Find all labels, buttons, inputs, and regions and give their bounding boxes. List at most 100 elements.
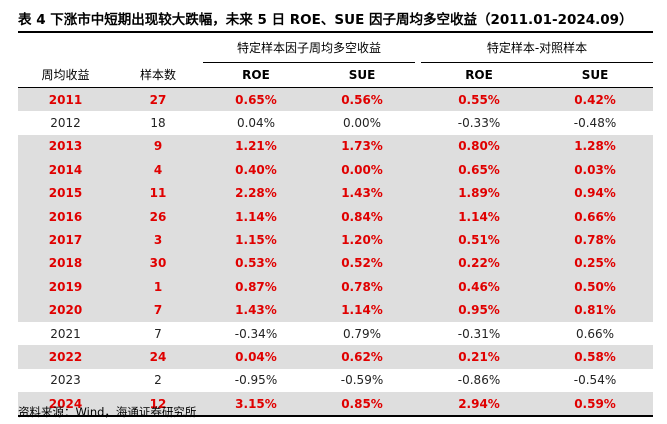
cell-count: 4 bbox=[153, 162, 163, 177]
cell-sue2: 0.66% bbox=[574, 209, 616, 224]
cell-roe1: 1.43% bbox=[235, 303, 277, 318]
cell-sue2: 0.59% bbox=[574, 396, 616, 411]
col-header-sue-specific: SUE bbox=[348, 68, 376, 82]
cell-sue1: 0.52% bbox=[341, 256, 383, 271]
source-note: 资料来源：Wind，海通证券研究所 bbox=[18, 405, 197, 419]
cell-count: 12 bbox=[149, 396, 167, 411]
cell-sue2: 0.66% bbox=[575, 326, 615, 341]
table-row: 2018 30 0.53% 0.52% 0.22% 0.25% bbox=[18, 251, 654, 276]
cell-sue1: 0.79% bbox=[342, 326, 382, 341]
cell-count: 24 bbox=[149, 349, 167, 364]
cell-year: 2014 bbox=[48, 162, 83, 177]
table-row: 2011 27 0.65% 0.56% 0.55% 0.42% bbox=[18, 87, 654, 112]
table-row: 2021 7 -0.34% 0.79% -0.31% 0.66% bbox=[18, 322, 653, 345]
group-header-specific: 特定样本因子周均多空收益 bbox=[203, 33, 416, 63]
cell-count: 30 bbox=[149, 256, 167, 271]
cell-roe1: 3.15% bbox=[235, 396, 277, 411]
cell-sue2: 0.42% bbox=[574, 92, 616, 107]
cell-sue1: 0.78% bbox=[341, 279, 383, 294]
cell-year: 2023 bbox=[50, 373, 81, 388]
cell-count: 11 bbox=[149, 186, 167, 201]
group-header-row: 特定样本因子周均多空收益 特定样本-对照样本 bbox=[18, 33, 654, 63]
cell-year: 2016 bbox=[48, 209, 83, 224]
cell-roe1: 0.04% bbox=[235, 349, 277, 364]
table-row: 2023 2 -0.95% -0.59% -0.86% -0.54% bbox=[18, 369, 653, 392]
cell-roe2: -0.31% bbox=[457, 326, 501, 341]
cell-roe2: 1.14% bbox=[458, 209, 500, 224]
cell-roe1: 0.04% bbox=[236, 116, 276, 131]
cell-sue1: 1.14% bbox=[341, 303, 383, 318]
top-rule bbox=[18, 31, 653, 33]
cell-roe2: 0.22% bbox=[458, 256, 500, 271]
cell-year: 2020 bbox=[48, 303, 83, 318]
cell-count: 18 bbox=[150, 116, 166, 131]
table-row: 2016 26 1.14% 0.84% 1.14% 0.66% bbox=[18, 204, 654, 229]
cell-sue2: 0.25% bbox=[574, 256, 616, 271]
cell-roe2: 0.65% bbox=[458, 162, 500, 177]
cell-count: 7 bbox=[153, 303, 163, 318]
col-header-year: 周均收益 bbox=[41, 68, 90, 83]
cell-sue1: 0.84% bbox=[341, 209, 383, 224]
cell-sue1: 0.56% bbox=[341, 92, 383, 107]
table-row: 2024 12 3.15% 0.85% 2.94% 0.59% bbox=[18, 392, 654, 417]
cell-sue1: 0.00% bbox=[341, 162, 383, 177]
cell-roe1: 2.28% bbox=[235, 186, 277, 201]
cell-count: 1 bbox=[153, 279, 163, 294]
table-row: 2014 4 0.40% 0.00% 0.65% 0.03% bbox=[18, 158, 654, 182]
cell-roe2: 1.89% bbox=[458, 186, 500, 201]
cell-sue2: 0.03% bbox=[574, 162, 616, 177]
cell-year: 2019 bbox=[48, 279, 83, 294]
cell-roe2: 0.51% bbox=[458, 233, 500, 248]
cell-sue1: 1.73% bbox=[341, 139, 383, 154]
cell-roe2: 0.80% bbox=[458, 139, 500, 154]
cell-roe2: 2.94% bbox=[458, 396, 500, 411]
table-row: 2019 1 0.87% 0.78% 0.46% 0.50% bbox=[18, 275, 654, 299]
cell-sue2: 0.78% bbox=[574, 233, 616, 248]
cell-roe2: -0.86% bbox=[457, 373, 501, 388]
table-row: 2012 18 0.04% 0.00% -0.33% -0.48% bbox=[18, 111, 653, 134]
cell-sue2: 0.50% bbox=[574, 279, 616, 294]
cell-year: 2021 bbox=[50, 326, 81, 341]
cell-sue1: -0.59% bbox=[340, 373, 384, 388]
cell-year: 2011 bbox=[48, 92, 83, 107]
cell-sue2: -0.54% bbox=[573, 373, 617, 388]
cell-sue1: 0.62% bbox=[341, 349, 383, 364]
table-row: 2020 7 1.43% 1.14% 0.95% 0.81% bbox=[18, 298, 654, 322]
table-title: 表 4 下涨市中短期出现较大跌幅，未来 5 日 ROE、SUE 因子周均多空收益… bbox=[18, 12, 633, 28]
cell-year: 2013 bbox=[48, 139, 83, 154]
cell-roe1: -0.34% bbox=[234, 326, 278, 341]
col-header-roe-specific: ROE bbox=[242, 68, 270, 82]
cell-sue1: 0.00% bbox=[342, 116, 382, 131]
cell-sue2: 1.28% bbox=[574, 139, 616, 154]
cell-roe1: 0.53% bbox=[235, 256, 277, 271]
table-row: 2015 11 2.28% 1.43% 1.89% 0.94% bbox=[18, 181, 654, 205]
cell-year: 2024 bbox=[48, 396, 83, 411]
col-header-roe-diff: ROE bbox=[465, 68, 493, 82]
cell-count: 7 bbox=[154, 326, 162, 341]
cell-count: 2 bbox=[154, 373, 162, 388]
cell-roe2: 0.55% bbox=[458, 92, 500, 107]
cell-roe2: 0.46% bbox=[458, 279, 500, 294]
cell-count: 9 bbox=[153, 139, 163, 154]
cell-roe1: 0.87% bbox=[235, 279, 277, 294]
table-row: 2022 24 0.04% 0.62% 0.21% 0.58% bbox=[18, 345, 654, 369]
table-body: 2011 27 0.65% 0.56% 0.55% 0.42% 2012 18 0.04% 0.0… bbox=[18, 87, 654, 417]
cell-roe2: 0.21% bbox=[458, 349, 500, 364]
cell-sue2: 0.94% bbox=[574, 186, 616, 201]
cell-roe1: -0.95% bbox=[234, 373, 278, 388]
cell-year: 2018 bbox=[48, 256, 83, 271]
cell-roe1: 1.14% bbox=[235, 209, 277, 224]
table-row: 2013 9 1.21% 1.73% 0.80% 1.28% bbox=[18, 134, 654, 159]
cell-count: 3 bbox=[153, 233, 163, 248]
cell-sue2: 0.58% bbox=[574, 349, 616, 364]
col-header-count: 样本数 bbox=[139, 68, 176, 83]
cell-roe2: -0.33% bbox=[457, 116, 501, 131]
cell-roe1: 1.21% bbox=[235, 139, 277, 154]
group-header-diff: 特定样本-对照样本 bbox=[421, 33, 654, 63]
cell-count: 26 bbox=[149, 209, 167, 224]
cell-year: 2022 bbox=[48, 349, 83, 364]
cell-sue2: 0.81% bbox=[574, 303, 616, 318]
cell-roe1: 0.65% bbox=[235, 92, 277, 107]
cell-sue1: 1.20% bbox=[341, 233, 383, 248]
cell-sue1: 0.85% bbox=[341, 396, 383, 411]
